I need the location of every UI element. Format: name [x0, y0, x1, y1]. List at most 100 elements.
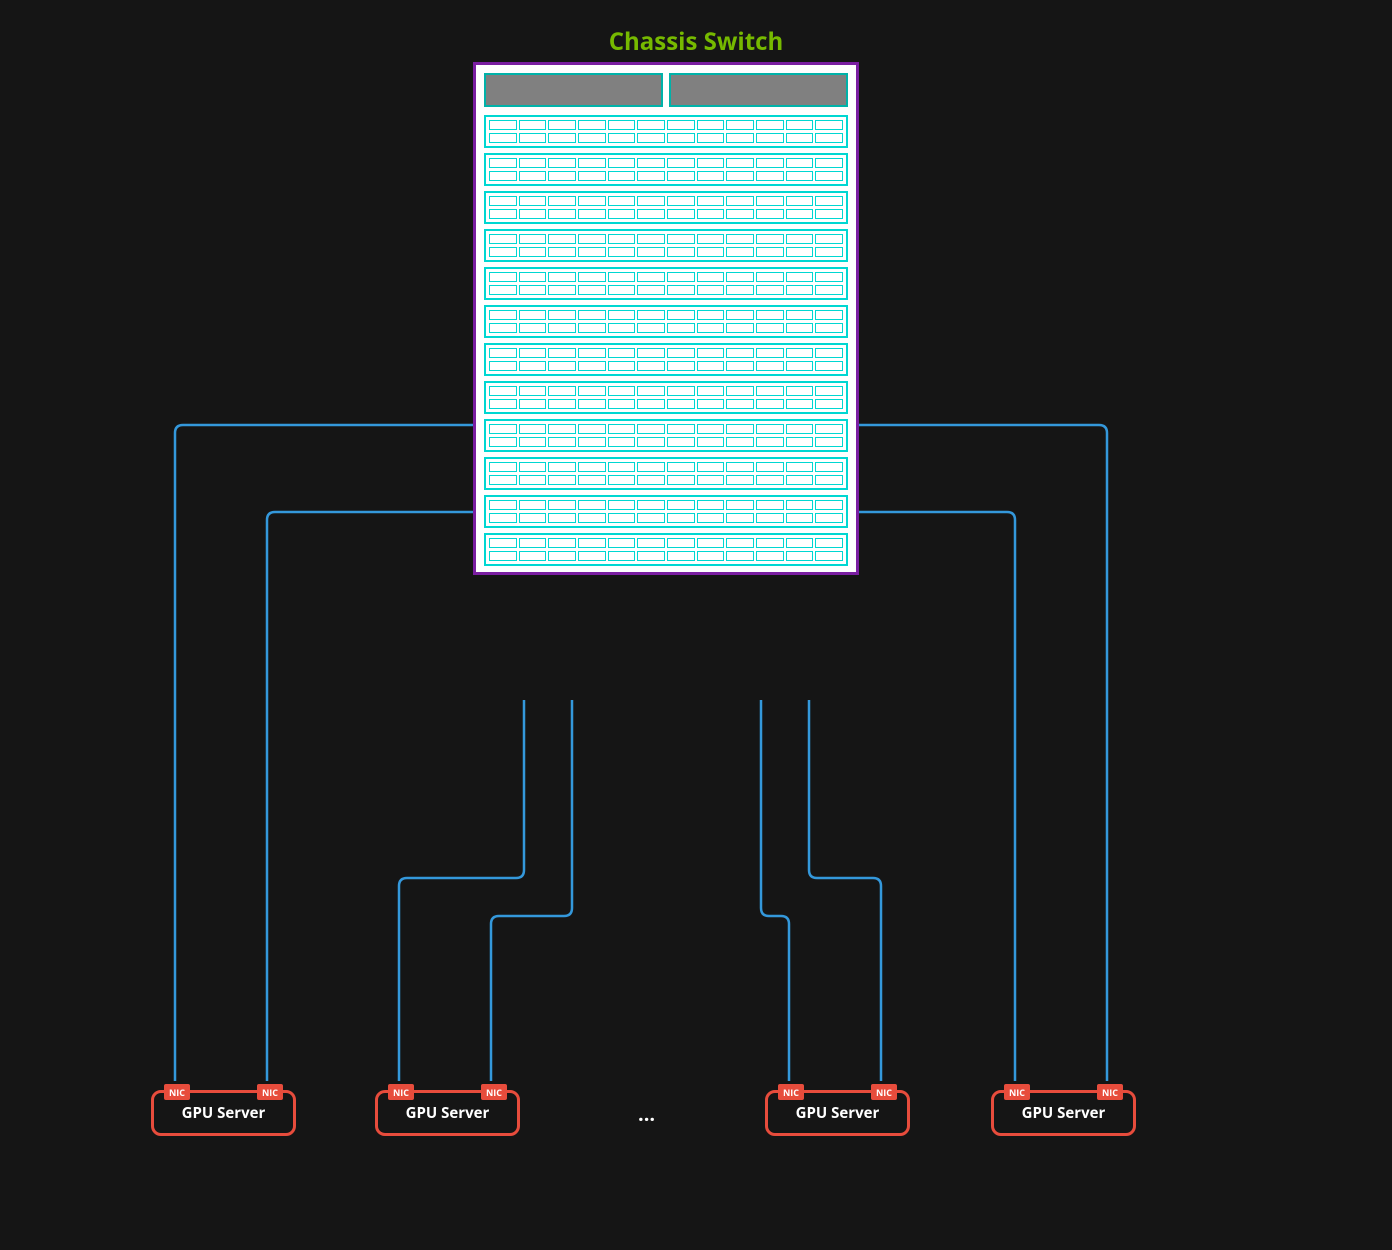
switch-port: [519, 234, 547, 244]
switch-port: [756, 424, 784, 434]
switch-port: [667, 272, 695, 282]
switch-port: [726, 323, 754, 333]
switch-port: [815, 399, 843, 409]
switch-port: [786, 285, 814, 295]
switch-port: [608, 196, 636, 206]
switch-port: [637, 247, 665, 257]
switch-port: [608, 437, 636, 447]
linecard: [484, 229, 848, 262]
switch-port: [697, 272, 725, 282]
port-row: [489, 196, 843, 206]
cable: [399, 700, 524, 1081]
port-row: [489, 386, 843, 396]
switch-port: [786, 323, 814, 333]
switch-port: [489, 310, 517, 320]
cable: [809, 700, 881, 1081]
linecard-container: [484, 115, 848, 566]
switch-port: [637, 437, 665, 447]
switch-port: [786, 361, 814, 371]
switch-port: [786, 247, 814, 257]
switch-port: [756, 285, 784, 295]
switch-port: [786, 120, 814, 130]
switch-port: [697, 234, 725, 244]
switch-port: [637, 361, 665, 371]
switch-port: [489, 348, 517, 358]
switch-port: [548, 133, 576, 143]
switch-port: [578, 272, 606, 282]
switch-port: [519, 133, 547, 143]
switch-port: [519, 475, 547, 485]
switch-port: [815, 475, 843, 485]
switch-port: [637, 475, 665, 485]
switch-port: [608, 209, 636, 219]
switch-port: [548, 500, 576, 510]
switch-port: [815, 386, 843, 396]
port-row: [489, 475, 843, 485]
linecard: [484, 457, 848, 490]
switch-port: [726, 551, 754, 561]
switch-port: [697, 513, 725, 523]
switch-port: [519, 196, 547, 206]
switch-port: [667, 361, 695, 371]
switch-port: [578, 196, 606, 206]
switch-port: [637, 196, 665, 206]
switch-port: [726, 133, 754, 143]
switch-port: [726, 171, 754, 181]
switch-port: [786, 424, 814, 434]
switch-port: [697, 209, 725, 219]
switch-port: [697, 424, 725, 434]
switch-port: [637, 348, 665, 358]
switch-port: [578, 538, 606, 548]
switch-port: [548, 462, 576, 472]
switch-port: [578, 424, 606, 434]
switch-port: [637, 133, 665, 143]
switch-port: [667, 424, 695, 434]
switch-port: [637, 158, 665, 168]
switch-port: [637, 323, 665, 333]
switch-port: [578, 551, 606, 561]
switch-port: [815, 310, 843, 320]
server-label: GPU Server: [406, 1103, 490, 1123]
port-row: [489, 513, 843, 523]
switch-port: [697, 475, 725, 485]
linecard: [484, 267, 848, 300]
switch-port: [756, 462, 784, 472]
switch-port: [608, 247, 636, 257]
switch-port: [489, 234, 517, 244]
supervisor-module: [669, 73, 848, 107]
switch-port: [548, 399, 576, 409]
switch-port: [756, 158, 784, 168]
switch-port: [667, 247, 695, 257]
server-label: GPU Server: [1022, 1103, 1106, 1123]
server-label: GPU Server: [796, 1103, 880, 1123]
switch-port: [519, 551, 547, 561]
gpu-server: GPU ServerNICNIC: [991, 1090, 1136, 1136]
switch-port: [519, 500, 547, 510]
switch-port: [578, 120, 606, 130]
switch-port: [489, 361, 517, 371]
switch-port: [815, 462, 843, 472]
switch-port: [726, 386, 754, 396]
switch-port: [697, 437, 725, 447]
nic-badge: NIC: [1097, 1084, 1123, 1100]
switch-port: [815, 348, 843, 358]
switch-port: [489, 538, 517, 548]
port-row: [489, 361, 843, 371]
switch-port: [726, 285, 754, 295]
switch-port: [697, 386, 725, 396]
switch-port: [637, 171, 665, 181]
nic-badge: NIC: [1004, 1084, 1030, 1100]
switch-port: [489, 272, 517, 282]
switch-port: [548, 120, 576, 130]
switch-port: [756, 209, 784, 219]
switch-port: [726, 424, 754, 434]
switch-port: [786, 348, 814, 358]
switch-port: [815, 323, 843, 333]
switch-port: [815, 551, 843, 561]
port-row: [489, 551, 843, 561]
switch-port: [815, 171, 843, 181]
switch-port: [578, 462, 606, 472]
switch-port: [578, 437, 606, 447]
port-row: [489, 209, 843, 219]
cable: [859, 512, 1015, 1081]
